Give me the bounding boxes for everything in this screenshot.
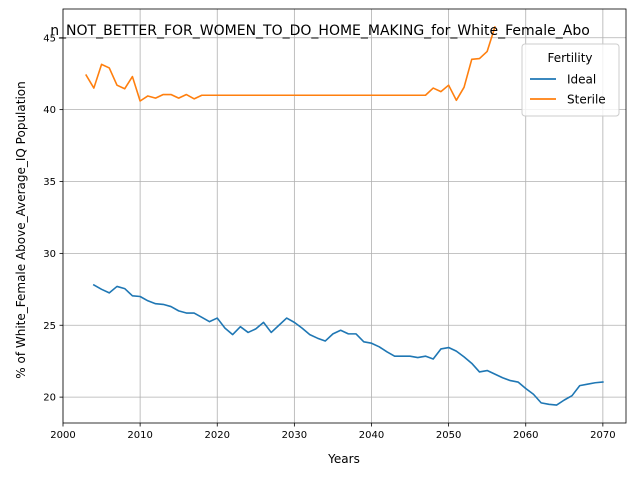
y-tick-label: 30 <box>43 249 56 260</box>
x-tick-label: 2050 <box>436 430 461 441</box>
x-tick-label: 2030 <box>282 430 307 441</box>
x-tick-label: 2010 <box>127 430 152 441</box>
x-axis-label: Years <box>327 452 360 466</box>
plot-frame <box>62 8 627 424</box>
legend-box <box>521 43 620 117</box>
y-tick-label: 35 <box>43 177 56 188</box>
series-layer <box>85 25 604 406</box>
axis-ticks: 2000 2010 2020 2030 2040 2050 2060 2070 20 25 30 35… <box>43 33 615 441</box>
x-tick-label: 2060 <box>513 430 538 441</box>
legend-label-sterile: Sterile <box>567 93 606 107</box>
x-tick-label: 2020 <box>205 430 230 441</box>
y-tick-label: 45 <box>43 33 56 44</box>
x-tick-label: 2040 <box>359 430 384 441</box>
legend-title: Fertility <box>547 51 592 65</box>
y-axis-label: % of White_Female Above_Average_IQ Popul… <box>14 81 28 378</box>
legend-label-ideal: Ideal <box>567 73 596 87</box>
x-tick-label: 2000 <box>50 430 75 441</box>
legend: Fertility Ideal Sterile <box>521 43 620 117</box>
x-tick-label: 2070 <box>590 430 615 441</box>
series-line-sterile <box>85 25 496 102</box>
series-line-ideal <box>92 283 604 406</box>
chart-title: n_NOT_BETTER_FOR_WOMEN_TO_DO_HOME_MAKING… <box>50 23 590 39</box>
y-tick-label: 20 <box>43 393 56 404</box>
y-tick-label: 40 <box>43 105 56 116</box>
y-tick-label: 25 <box>43 321 56 332</box>
